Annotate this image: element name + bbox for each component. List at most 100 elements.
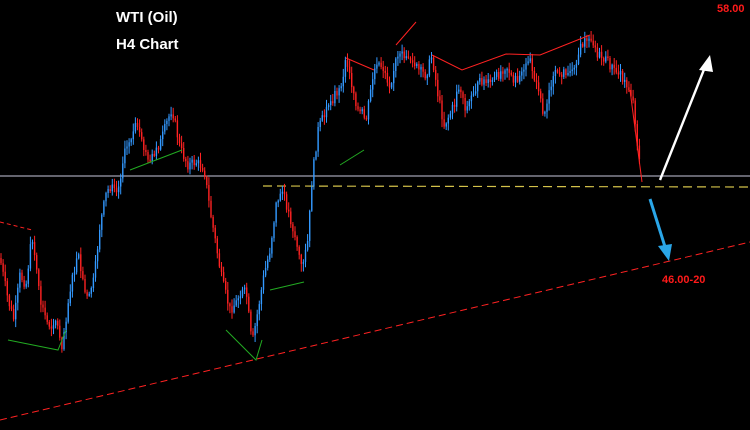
candle-body — [113, 184, 116, 189]
candle-body — [372, 79, 374, 90]
chart-title: WTI (Oil) — [116, 9, 178, 26]
candle-body — [336, 91, 338, 96]
candle-body — [225, 281, 227, 290]
candle-body — [327, 105, 330, 108]
candle-body — [556, 70, 559, 73]
candle-body — [346, 60, 349, 67]
candle-body — [569, 71, 571, 73]
candle-body — [256, 314, 258, 327]
candle-body — [222, 272, 225, 282]
candle-body — [361, 109, 363, 112]
candle-body — [206, 176, 208, 186]
candle-body — [594, 45, 596, 48]
zigzag-segment — [339, 149, 365, 166]
candle-body — [521, 71, 523, 76]
candle-body — [239, 296, 242, 299]
candle-body — [172, 114, 174, 119]
candle-body — [38, 269, 40, 287]
candle-body — [96, 249, 99, 262]
candle-body — [439, 96, 441, 101]
candle-body — [508, 68, 510, 73]
candle-body — [502, 71, 504, 74]
candle-body — [204, 170, 206, 177]
candle-body — [540, 91, 542, 99]
candle-body — [462, 92, 464, 98]
candle-body — [0, 258, 2, 264]
candle-body — [596, 47, 599, 58]
candle-body — [386, 72, 389, 83]
candle-body — [592, 40, 594, 46]
candle-body — [523, 69, 525, 72]
candle-body — [611, 64, 613, 70]
candle-body — [71, 274, 74, 292]
candle-body — [451, 104, 454, 114]
candle-body — [17, 287, 19, 303]
candle-body — [401, 51, 403, 54]
candle-body — [157, 147, 160, 150]
candle-body — [149, 159, 151, 162]
candle-body — [99, 229, 101, 250]
candle-body — [117, 186, 120, 193]
candle-body — [67, 303, 69, 322]
candle-body — [506, 68, 508, 71]
candle-body — [48, 321, 50, 327]
candle-body — [535, 80, 538, 83]
candle-body — [348, 66, 351, 73]
candle-body — [94, 261, 97, 278]
candle-body — [607, 56, 609, 58]
support-dashed-line — [262, 185, 750, 188]
candle-body — [267, 259, 269, 268]
candle-body — [479, 78, 481, 82]
candle-body — [254, 326, 256, 336]
candle-body — [590, 38, 592, 41]
candle-body — [130, 139, 132, 143]
candle-body — [288, 209, 290, 212]
candle-body — [317, 127, 319, 152]
zigzag-lines — [7, 21, 643, 361]
zigzag-segment — [431, 34, 591, 71]
candle-body — [460, 89, 462, 93]
candle-body — [456, 91, 458, 107]
candle-body — [50, 326, 53, 329]
candle-body — [533, 71, 536, 81]
candle-body — [586, 38, 588, 41]
candle-body — [52, 325, 55, 329]
candle-body — [227, 289, 229, 304]
candle-body — [365, 117, 368, 120]
candle-body — [453, 104, 456, 107]
candle-body — [170, 114, 172, 117]
candle-body — [294, 231, 296, 237]
candle-body — [195, 163, 197, 166]
candle-body — [80, 254, 82, 272]
candle-body — [162, 131, 164, 140]
candle-body — [577, 54, 580, 64]
candle-body — [285, 194, 288, 210]
candle-body — [609, 58, 611, 70]
candle-body — [525, 63, 527, 70]
candle-body — [584, 38, 586, 47]
candle-body — [483, 79, 485, 85]
bullish-arrow — [658, 55, 713, 181]
candle-body — [340, 86, 342, 89]
candle-body — [355, 93, 357, 107]
candle-body — [441, 100, 443, 120]
candle-body — [422, 66, 424, 72]
candle-body — [283, 191, 286, 195]
candle-body — [54, 320, 57, 326]
candle-body — [84, 279, 86, 293]
candle-body — [519, 75, 521, 82]
candle-body — [145, 150, 147, 152]
candle-body — [40, 286, 42, 305]
candle-body — [342, 76, 344, 87]
candle-body — [489, 79, 491, 82]
candle-body — [512, 74, 515, 83]
candle-body — [531, 58, 533, 71]
candle-body — [59, 325, 61, 338]
candle-body — [330, 101, 332, 106]
candle-body — [500, 71, 502, 79]
candle-body — [141, 132, 143, 140]
candle-body — [571, 69, 573, 72]
candle-body — [603, 58, 605, 62]
candle-body — [229, 303, 231, 307]
candle-body — [477, 81, 479, 92]
